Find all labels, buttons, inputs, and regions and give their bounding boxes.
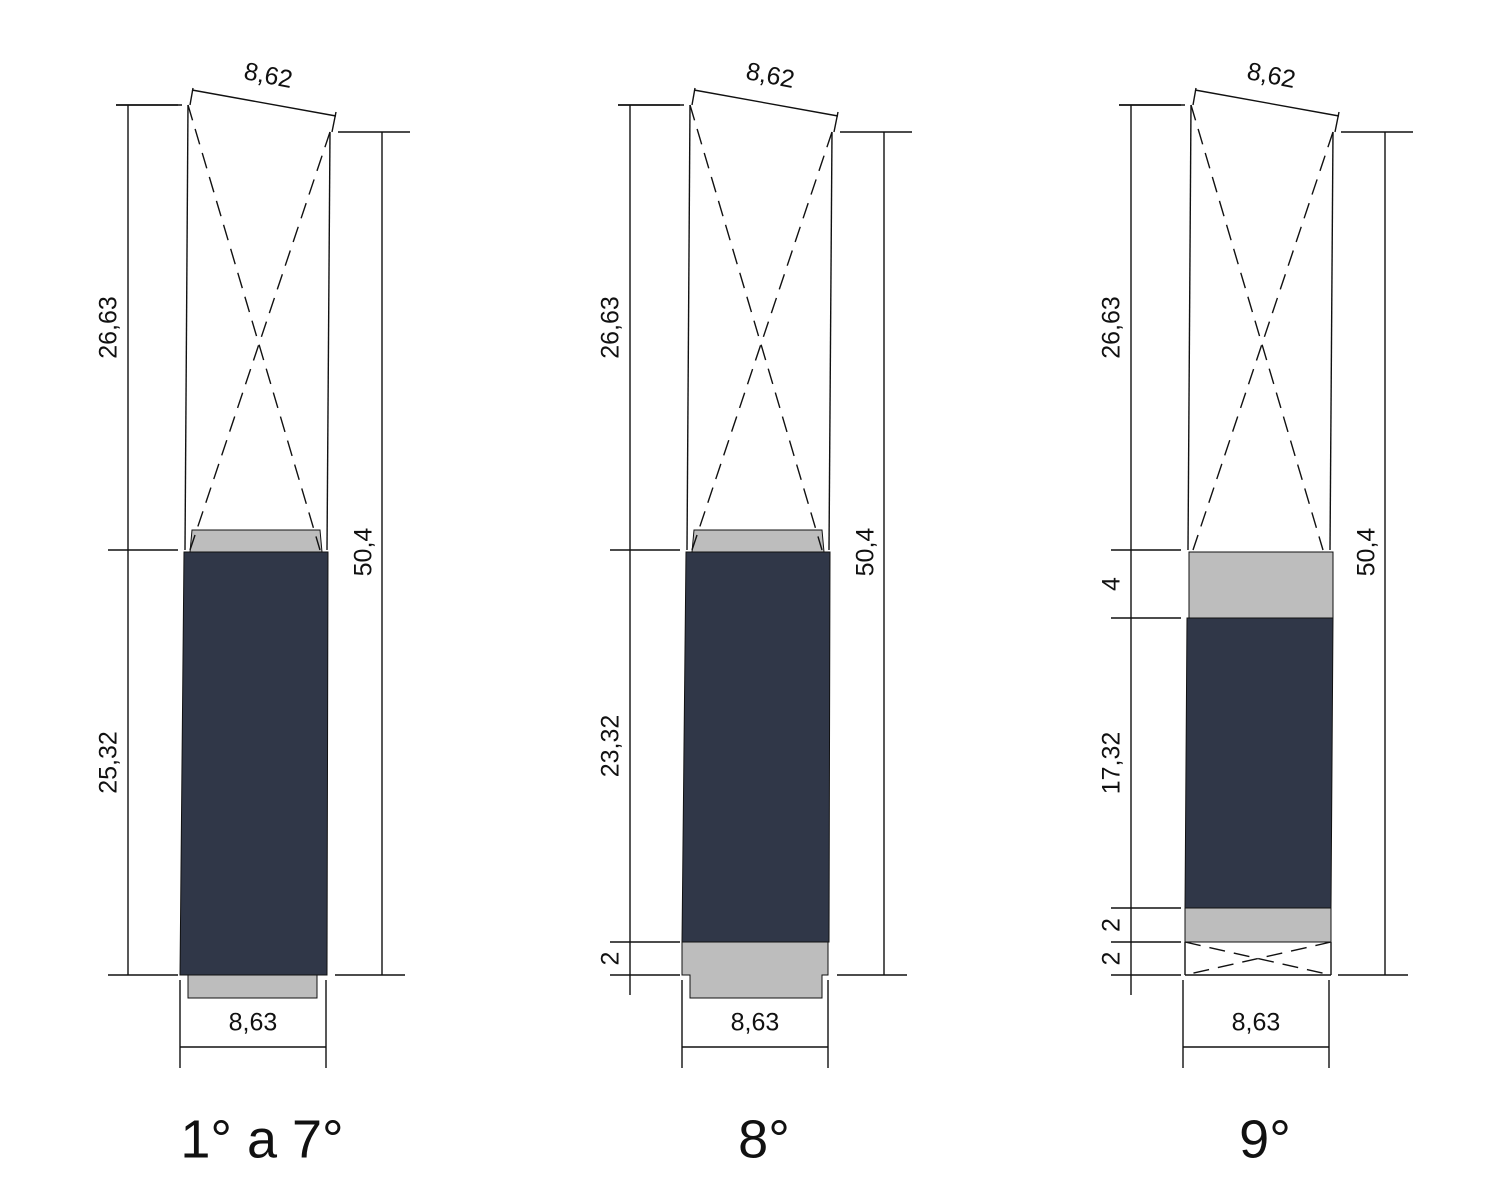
line [326, 131, 331, 551]
dimension-label: 2 [1098, 952, 1126, 966]
dimension-label: 8,63 [229, 1009, 278, 1037]
line [1187, 104, 1192, 551]
line [686, 104, 691, 551]
dimension-label: 50,4 [1353, 528, 1381, 577]
line [693, 89, 839, 117]
line [689, 104, 823, 551]
dimension-label: 8,63 [1232, 1009, 1281, 1037]
dimension-label: 26,63 [597, 296, 625, 359]
top-cap [691, 529, 825, 553]
dimension-label: 50,4 [852, 528, 880, 577]
line [189, 131, 331, 551]
panel-title: 1° a 7° [180, 1109, 343, 1169]
line [191, 89, 337, 117]
dimension-label: 8,63 [731, 1009, 780, 1037]
body [681, 551, 831, 943]
dimension-label: 8,62 [242, 57, 295, 94]
dimension-label: 8,62 [1245, 57, 1298, 94]
line [691, 87, 696, 106]
top-cap [189, 529, 323, 553]
dimension-label: 2 [597, 952, 625, 966]
dimension-label: 25,32 [95, 731, 123, 794]
bottom-cap [681, 941, 829, 999]
line [1192, 131, 1334, 551]
dimension-label: 50,4 [350, 528, 378, 577]
line [187, 104, 321, 551]
line [1192, 87, 1197, 106]
line [189, 87, 194, 106]
top-band [1188, 551, 1334, 619]
line [184, 104, 189, 551]
line [828, 131, 833, 551]
dimension-label: 2 [1098, 918, 1126, 932]
panel-title: 9° [1239, 1109, 1291, 1169]
body [1184, 617, 1334, 909]
body [179, 551, 329, 976]
lower-band [1184, 907, 1332, 943]
bottom-cap [187, 974, 318, 999]
dimension-label: 26,63 [1098, 296, 1126, 359]
line [1329, 131, 1334, 551]
dimension-label: 17,32 [1098, 732, 1126, 795]
dimension-label: 26,63 [95, 296, 123, 359]
panel-title: 8° [738, 1109, 790, 1169]
dimension-label: 23,32 [597, 715, 625, 778]
dimension-label: 8,62 [744, 57, 797, 94]
line [1194, 89, 1340, 117]
line [1190, 104, 1324, 551]
line [691, 131, 833, 551]
dimension-label: 4 [1098, 577, 1126, 591]
